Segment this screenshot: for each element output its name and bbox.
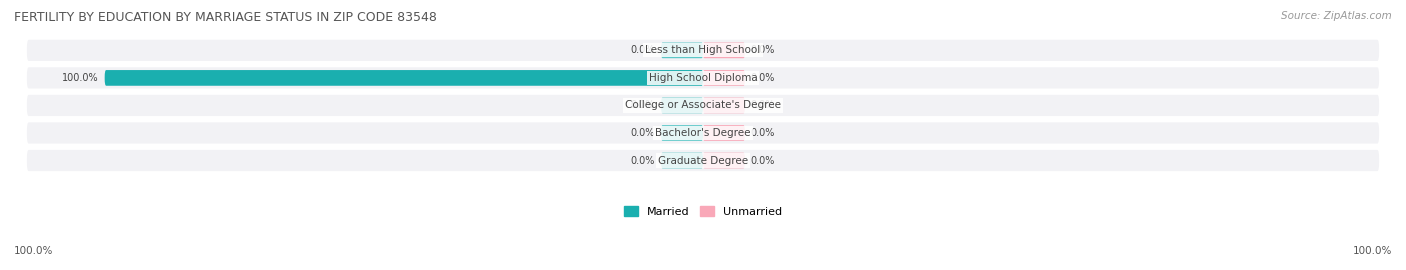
Text: 100.0%: 100.0% xyxy=(62,73,98,83)
Legend: Married, Unmarried: Married, Unmarried xyxy=(624,206,782,217)
Text: Bachelor's Degree: Bachelor's Degree xyxy=(655,128,751,138)
Text: 0.0%: 0.0% xyxy=(631,45,655,55)
FancyBboxPatch shape xyxy=(661,97,703,113)
FancyBboxPatch shape xyxy=(27,67,1379,89)
Text: Less than High School: Less than High School xyxy=(645,45,761,55)
Text: 0.0%: 0.0% xyxy=(631,100,655,110)
FancyBboxPatch shape xyxy=(27,150,1379,171)
Text: Graduate Degree: Graduate Degree xyxy=(658,156,748,166)
FancyBboxPatch shape xyxy=(104,70,703,86)
Text: 100.0%: 100.0% xyxy=(1353,247,1392,256)
FancyBboxPatch shape xyxy=(27,95,1379,116)
FancyBboxPatch shape xyxy=(703,42,745,58)
Text: 0.0%: 0.0% xyxy=(631,128,655,138)
FancyBboxPatch shape xyxy=(703,153,745,168)
FancyBboxPatch shape xyxy=(27,122,1379,144)
FancyBboxPatch shape xyxy=(661,153,703,168)
FancyBboxPatch shape xyxy=(661,125,703,141)
Text: Source: ZipAtlas.com: Source: ZipAtlas.com xyxy=(1281,11,1392,21)
FancyBboxPatch shape xyxy=(661,42,703,58)
Text: 0.0%: 0.0% xyxy=(631,156,655,166)
FancyBboxPatch shape xyxy=(703,125,745,141)
Text: 0.0%: 0.0% xyxy=(751,100,775,110)
FancyBboxPatch shape xyxy=(703,97,745,113)
Text: 0.0%: 0.0% xyxy=(751,45,775,55)
FancyBboxPatch shape xyxy=(703,70,745,86)
Text: 0.0%: 0.0% xyxy=(751,128,775,138)
Text: High School Diploma: High School Diploma xyxy=(648,73,758,83)
Text: 100.0%: 100.0% xyxy=(14,247,53,256)
Text: 0.0%: 0.0% xyxy=(751,156,775,166)
FancyBboxPatch shape xyxy=(27,40,1379,61)
Text: College or Associate's Degree: College or Associate's Degree xyxy=(626,100,780,110)
Text: 0.0%: 0.0% xyxy=(751,73,775,83)
Text: FERTILITY BY EDUCATION BY MARRIAGE STATUS IN ZIP CODE 83548: FERTILITY BY EDUCATION BY MARRIAGE STATU… xyxy=(14,11,437,24)
